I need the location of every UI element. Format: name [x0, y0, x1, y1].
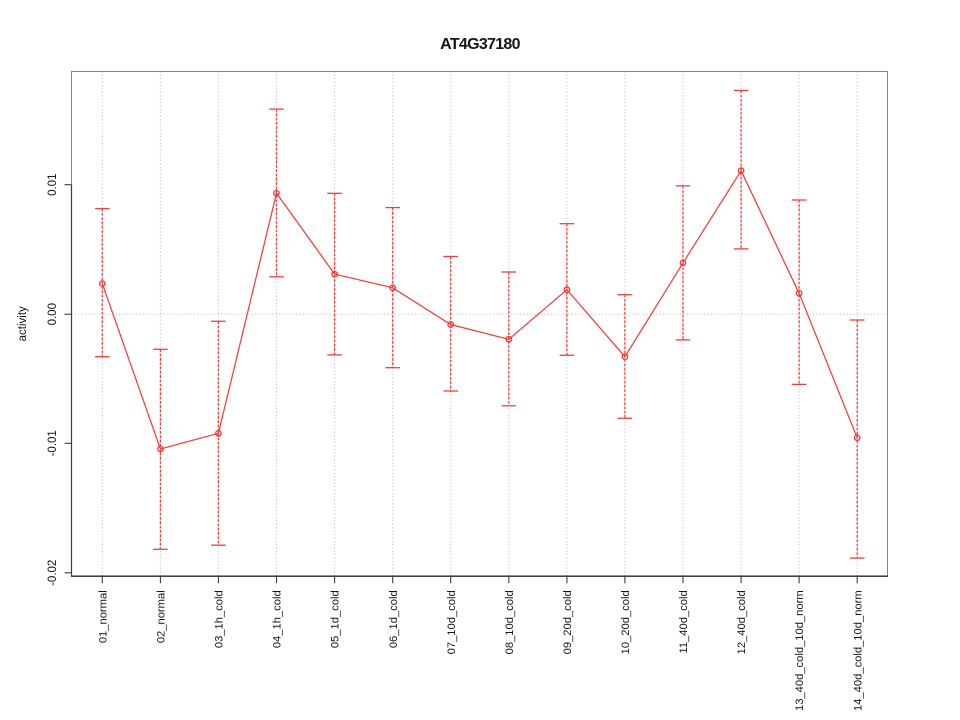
- svg-text:11_40d_cold: 11_40d_cold: [678, 590, 690, 653]
- svg-text:01_normal: 01_normal: [97, 590, 109, 643]
- svg-text:04_1h_cold: 04_1h_cold: [272, 590, 284, 648]
- svg-text:0.01: 0.01: [47, 174, 59, 196]
- svg-text:-0.02: -0.02: [47, 560, 59, 586]
- svg-text:0.00: 0.00: [47, 303, 59, 325]
- svg-text:05_1d_cold: 05_1d_cold: [330, 590, 342, 648]
- svg-text:10_20d_cold: 10_20d_cold: [620, 590, 632, 654]
- svg-text:AT4G37180: AT4G37180: [440, 36, 520, 53]
- svg-text:activity: activity: [17, 306, 29, 341]
- svg-text:02_normal: 02_normal: [156, 590, 168, 643]
- svg-text:09_20d_cold: 09_20d_cold: [562, 590, 574, 654]
- svg-text:08_10d_cold: 08_10d_cold: [504, 590, 516, 654]
- svg-text:13_40d_cold_10d_norm: 13_40d_cold_10d_norm: [794, 590, 806, 711]
- svg-text:14_40d_cold_10d_norm: 14_40d_cold_10d_norm: [852, 590, 864, 711]
- svg-text:-0.01: -0.01: [47, 430, 59, 456]
- svg-text:03_1h_cold: 03_1h_cold: [214, 590, 226, 648]
- svg-text:06_1d_cold: 06_1d_cold: [388, 590, 400, 648]
- svg-text:12_40d_cold: 12_40d_cold: [736, 590, 748, 654]
- svg-text:07_10d_cold: 07_10d_cold: [446, 590, 458, 654]
